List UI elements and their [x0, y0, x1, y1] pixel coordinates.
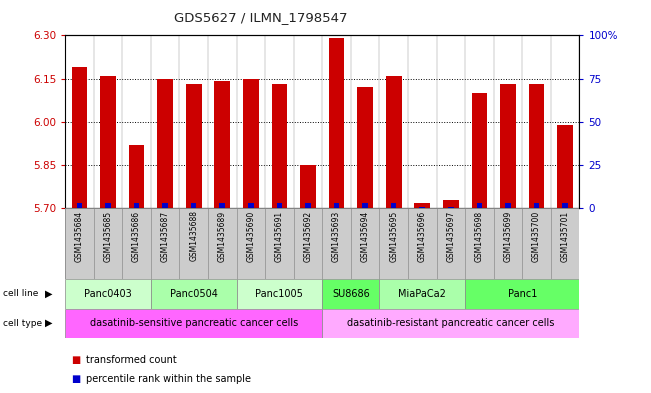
Bar	[158, 79, 173, 208]
Text: cell type: cell type	[3, 319, 42, 328]
Bar	[437, 208, 465, 279]
Bar	[477, 203, 482, 208]
Bar	[391, 203, 396, 208]
Text: GSM1435687: GSM1435687	[161, 210, 170, 261]
Bar	[322, 208, 351, 279]
Bar	[557, 125, 573, 208]
Bar	[305, 203, 311, 208]
Text: Panc1: Panc1	[508, 289, 537, 299]
Bar	[322, 309, 579, 338]
Text: MiaPaCa2: MiaPaCa2	[398, 289, 446, 299]
Bar	[500, 84, 516, 208]
Bar	[65, 279, 151, 309]
Text: ▶: ▶	[45, 289, 53, 299]
Bar	[191, 203, 197, 208]
Bar	[322, 279, 380, 309]
Bar	[522, 208, 551, 279]
Bar	[351, 208, 380, 279]
Bar	[243, 79, 258, 208]
Text: GSM1435701: GSM1435701	[561, 210, 570, 261]
Text: GSM1435692: GSM1435692	[303, 210, 312, 261]
Text: cell line: cell line	[3, 289, 38, 298]
Text: dasatinib-resistant pancreatic cancer cells: dasatinib-resistant pancreatic cancer ce…	[347, 318, 555, 328]
Bar	[357, 87, 373, 208]
Bar	[551, 208, 579, 279]
Bar	[505, 203, 511, 208]
Bar	[380, 279, 465, 309]
Bar	[380, 208, 408, 279]
Text: ■: ■	[72, 374, 81, 384]
Bar	[534, 203, 539, 208]
Bar	[151, 208, 180, 279]
Text: GSM1435693: GSM1435693	[332, 210, 341, 262]
Text: GSM1435695: GSM1435695	[389, 210, 398, 262]
Bar	[529, 84, 544, 208]
Bar	[100, 76, 116, 208]
Text: GSM1435690: GSM1435690	[246, 210, 255, 262]
Bar	[562, 203, 568, 208]
Bar	[77, 203, 82, 208]
Bar	[180, 208, 208, 279]
Text: GSM1435697: GSM1435697	[447, 210, 455, 262]
Text: Panc0403: Panc0403	[84, 289, 132, 299]
Bar	[219, 203, 225, 208]
Bar	[493, 208, 522, 279]
Bar	[465, 208, 493, 279]
Bar	[471, 93, 487, 208]
Text: GSM1435685: GSM1435685	[104, 210, 113, 261]
Bar	[363, 203, 368, 208]
Bar	[415, 202, 430, 208]
Bar	[408, 208, 437, 279]
Bar	[65, 309, 322, 338]
Bar	[236, 279, 322, 309]
Text: Panc1005: Panc1005	[255, 289, 303, 299]
Bar	[236, 208, 265, 279]
Bar	[214, 81, 230, 208]
Text: GDS5627 / ILMN_1798547: GDS5627 / ILMN_1798547	[174, 11, 347, 24]
Text: GSM1435699: GSM1435699	[503, 210, 512, 262]
Text: ■: ■	[72, 354, 81, 365]
Bar	[265, 208, 294, 279]
Text: ▶: ▶	[45, 318, 53, 328]
Text: Panc0504: Panc0504	[170, 289, 217, 299]
Text: GSM1435696: GSM1435696	[418, 210, 427, 262]
Bar	[271, 84, 287, 208]
Bar	[186, 84, 202, 208]
Bar	[443, 200, 459, 208]
Text: GSM1435688: GSM1435688	[189, 210, 198, 261]
Bar	[151, 279, 236, 309]
Bar	[65, 208, 94, 279]
Bar	[208, 208, 236, 279]
Bar	[419, 207, 425, 208]
Text: GSM1435691: GSM1435691	[275, 210, 284, 261]
Bar	[122, 208, 151, 279]
Text: GSM1435689: GSM1435689	[217, 210, 227, 261]
Bar	[277, 203, 282, 208]
Bar	[334, 203, 339, 208]
Bar	[448, 207, 454, 208]
Text: GSM1435698: GSM1435698	[475, 210, 484, 261]
Bar	[300, 165, 316, 208]
Text: GSM1435694: GSM1435694	[361, 210, 370, 262]
Bar	[133, 203, 139, 208]
Text: GSM1435684: GSM1435684	[75, 210, 84, 261]
Bar	[72, 67, 87, 208]
Bar	[386, 76, 402, 208]
Bar	[94, 208, 122, 279]
Text: dasatinib-sensitive pancreatic cancer cells: dasatinib-sensitive pancreatic cancer ce…	[90, 318, 298, 328]
Bar	[162, 203, 168, 208]
Bar	[465, 279, 579, 309]
Bar	[105, 203, 111, 208]
Bar	[129, 145, 145, 208]
Bar	[329, 38, 344, 208]
Text: SU8686: SU8686	[332, 289, 370, 299]
Bar	[294, 208, 322, 279]
Text: transformed count: transformed count	[86, 354, 176, 365]
Text: percentile rank within the sample: percentile rank within the sample	[86, 374, 251, 384]
Text: GSM1435686: GSM1435686	[132, 210, 141, 261]
Bar	[248, 203, 254, 208]
Text: GSM1435700: GSM1435700	[532, 210, 541, 262]
